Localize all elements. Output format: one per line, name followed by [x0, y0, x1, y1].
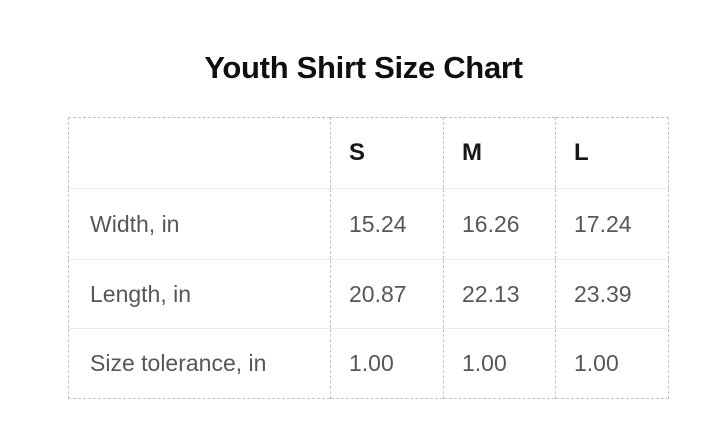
- header-row: S M L: [69, 117, 669, 189]
- corner-empty-cell: [69, 118, 331, 189]
- row-label-width: Width, in: [68, 188, 331, 260]
- length-m-value: 22.13: [443, 259, 556, 329]
- table-row-size-tolerance: Size tolerance, in 1.00 1.00 1.00: [68, 328, 669, 399]
- column-header-s: S: [330, 117, 444, 189]
- table-row-width: Width, in 15.24 16.26 17.24: [68, 188, 669, 260]
- row-label-length: Length, in: [68, 259, 331, 329]
- row-label-size-tolerance: Size tolerance, in: [68, 328, 331, 399]
- column-header-l: L: [555, 117, 669, 189]
- width-s-value: 15.24: [330, 188, 444, 260]
- width-m-value: 16.26: [443, 188, 556, 260]
- tolerance-l-value: 1.00: [555, 328, 669, 399]
- page-title: Youth Shirt Size Chart: [204, 50, 523, 85]
- column-header-m: M: [443, 117, 556, 189]
- tolerance-m-value: 1.00: [443, 328, 556, 399]
- width-l-value: 17.24: [555, 188, 669, 260]
- length-l-value: 23.39: [555, 259, 669, 329]
- tolerance-s-value: 1.00: [330, 328, 444, 399]
- table-row-length: Length, in 20.87 22.13 23.39: [68, 259, 669, 329]
- length-s-value: 20.87: [330, 259, 444, 329]
- size-chart-table: S M L Width, in 15.24 16.26 17.24 Length…: [68, 117, 669, 399]
